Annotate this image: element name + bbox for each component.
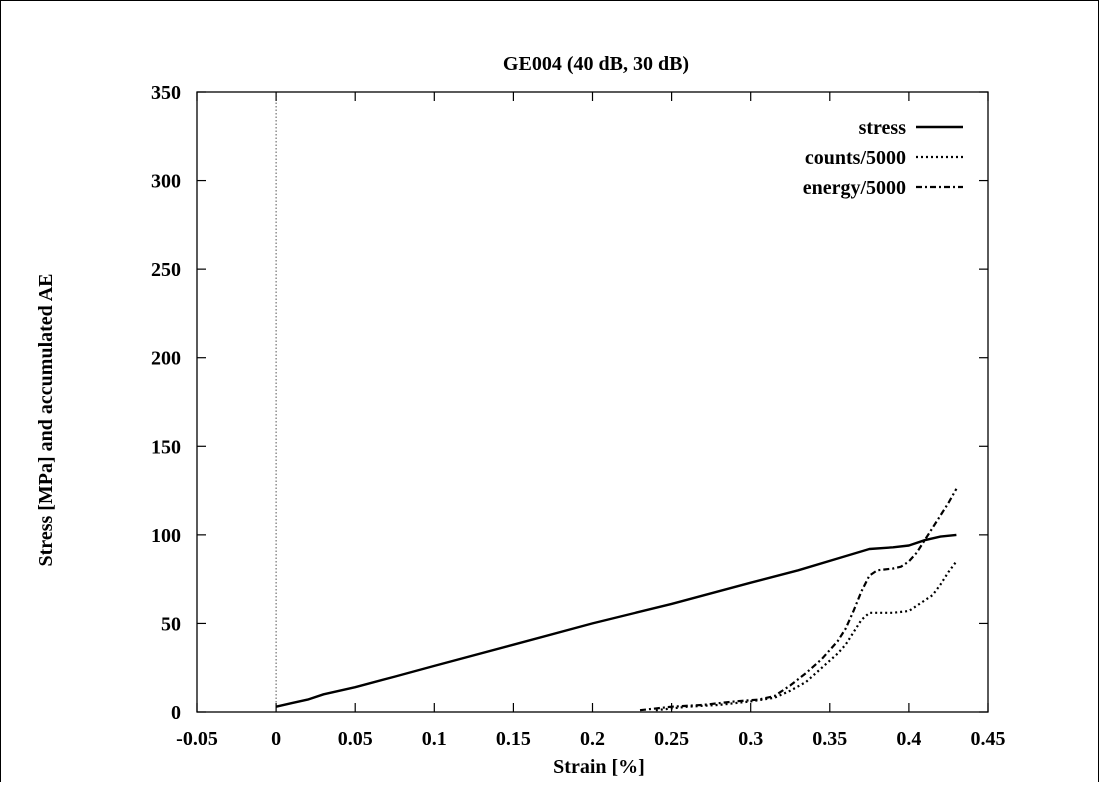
x-axis-label: Strain [%] [553,756,645,778]
x-tick-label: 0.4 [896,728,921,750]
y-tick-label: 300 [151,171,181,193]
legend-label: stress [859,117,907,139]
x-tick-label: 0.3 [738,728,763,750]
series-line-energy-5000 [639,488,958,712]
y-axis-label: Stress [MPa] and accumulated AE [35,274,57,567]
x-tick-label: 0.15 [496,728,531,750]
x-tick-label: 0.25 [654,728,689,750]
y-tick-label: 50 [161,613,181,635]
series-line-counts-5000 [655,560,958,712]
y-tick-label: 350 [151,82,181,104]
y-tick-label: 250 [151,259,181,281]
x-tick-label: 0 [271,728,281,750]
x-tick-label: 0.1 [422,728,447,750]
x-tick-label: 0.05 [338,728,373,750]
chart-title: GE004 (40 dB, 30 dB) [503,53,689,75]
y-tick-label: 100 [151,525,181,547]
x-tick-label: 0.35 [812,728,847,750]
x-tick-label: -0.05 [176,728,218,750]
x-tick-label: 0.2 [580,728,605,750]
legend-label: energy/5000 [803,177,906,199]
x-tick-label: 0.45 [971,728,1006,750]
y-tick-label: 0 [171,702,181,724]
legend-label: counts/5000 [805,147,906,169]
y-tick-label: 150 [151,436,181,458]
series-line-stress [275,533,957,708]
y-tick-label: 200 [151,348,181,370]
